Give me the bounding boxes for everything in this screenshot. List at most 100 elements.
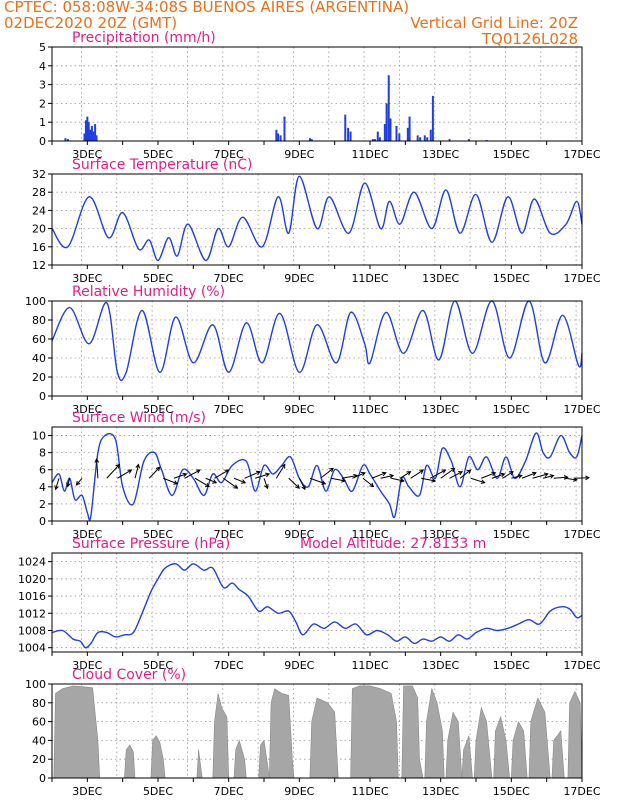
wind-arrow-head bbox=[182, 472, 188, 478]
wind-arrow bbox=[410, 469, 424, 479]
grid-note: Vertical Grid Line: 20Z bbox=[410, 14, 578, 32]
precip-bar bbox=[389, 118, 392, 141]
temperature-ytick-label: 16 bbox=[32, 241, 46, 254]
temperature-xtick-label: 11DEC bbox=[351, 272, 388, 285]
wind-arrow bbox=[481, 472, 496, 479]
wind-arrow bbox=[341, 475, 358, 479]
temperature-xtick-label: 13DEC bbox=[422, 272, 459, 285]
humidity-ytick-label: 80 bbox=[32, 314, 46, 327]
wind-ytick-label: 0 bbox=[39, 515, 46, 528]
pressure-panel: Surface Pressure (hPa) Model Altitude: 27… bbox=[18, 536, 601, 672]
humidity-xtick-label: 11DEC bbox=[351, 403, 388, 416]
precipitation-panel: Precipitation (mm/h) 0 1 2 3 4 5 3DEC 5DEC 7DEC 9D… bbox=[39, 30, 601, 161]
wind-arrow-head bbox=[75, 480, 81, 486]
precip-bar bbox=[310, 139, 313, 141]
precip-bar bbox=[448, 139, 451, 141]
wind-arrow-head bbox=[301, 485, 306, 491]
cloud-xtick-label: 17DEC bbox=[563, 785, 600, 798]
wind-arrow-head bbox=[155, 466, 161, 472]
wind-arrow bbox=[491, 473, 505, 479]
wind-xtick-label: 15DEC bbox=[493, 528, 530, 541]
precip-bar bbox=[378, 137, 381, 141]
wind-arrow-head bbox=[381, 471, 387, 477]
wind-arrow bbox=[320, 467, 334, 479]
humidity-xtick-label: 7DEC bbox=[214, 403, 244, 416]
pressure-xtick-label: 3DEC bbox=[72, 659, 102, 672]
wind-arrow-head bbox=[508, 471, 514, 476]
humidity-title: Relative Humidity (%) bbox=[72, 284, 225, 300]
pressure-xtick-label: 13DEC bbox=[422, 659, 459, 672]
wind-arrow-head bbox=[241, 479, 247, 484]
wind-ytick-label: 2 bbox=[39, 498, 46, 511]
precip-bar bbox=[423, 135, 426, 141]
wind-arrow bbox=[134, 464, 140, 479]
wind-arrow-head bbox=[573, 477, 578, 482]
wind-arrow bbox=[564, 477, 577, 481]
wind-arrow-head bbox=[341, 478, 347, 483]
wind-arrow bbox=[532, 473, 549, 479]
wind-arrow-head bbox=[281, 463, 286, 469]
wind-arrow-head bbox=[233, 484, 239, 489]
wind-arrow-head bbox=[458, 471, 464, 476]
precip-bar bbox=[376, 131, 379, 141]
humidity-ytick-label: 20 bbox=[32, 371, 46, 384]
wind-arrow-head bbox=[329, 467, 334, 473]
precip-bar bbox=[467, 139, 470, 141]
temperature-ytick-label: 24 bbox=[32, 204, 46, 217]
precip-bar bbox=[64, 138, 67, 141]
wind-arrow bbox=[470, 477, 485, 484]
precipitation-xtick-label: 3DEC bbox=[72, 148, 102, 161]
wind-arrow-head bbox=[466, 469, 472, 474]
humidity-ytick-label: 0 bbox=[39, 390, 46, 403]
wind-xtick-label: 5DEC bbox=[143, 528, 173, 541]
wind-arrow bbox=[380, 475, 394, 479]
cloud-cover-area bbox=[445, 711, 463, 779]
precip-bar bbox=[279, 135, 282, 141]
cloud-xtick-label: 9DEC bbox=[284, 785, 314, 798]
temperature-title: Surface Temperature (nC) bbox=[72, 157, 253, 173]
precip-bar bbox=[86, 116, 89, 141]
cloud-ytick-label: 80 bbox=[32, 697, 46, 710]
wind-arrow bbox=[429, 469, 446, 479]
wind-arrow-head bbox=[543, 472, 549, 478]
wind-arrow bbox=[440, 467, 455, 479]
precipitation-xtick-label: 11DEC bbox=[351, 148, 388, 161]
cloud-xtick-label: 11DEC bbox=[351, 785, 388, 798]
precipitation-title: Precipitation (mm/h) bbox=[72, 30, 216, 46]
temperature-xtick-label: 3DEC bbox=[72, 272, 102, 285]
precip-bar bbox=[90, 125, 93, 141]
wind-arrow bbox=[459, 469, 471, 479]
wind-arrow bbox=[55, 478, 60, 490]
wind-arrow bbox=[255, 473, 270, 479]
wind-arrow bbox=[96, 458, 99, 479]
precip-bar bbox=[89, 129, 92, 141]
wind-arrow bbox=[511, 475, 522, 479]
precipitation-frame bbox=[51, 46, 583, 142]
wind-arrow-head bbox=[450, 467, 456, 473]
wind-arrow bbox=[352, 472, 366, 479]
wind-xtick-label: 7DEC bbox=[214, 528, 244, 541]
temperature-series-line bbox=[51, 175, 583, 262]
wind-arrow-head bbox=[54, 485, 59, 491]
cloud-cover-area bbox=[551, 730, 565, 779]
wind-arrow bbox=[173, 473, 187, 479]
cloud-title: Cloud Cover (%) bbox=[72, 667, 186, 683]
wind-arrow-head bbox=[224, 469, 230, 474]
precip-bar bbox=[66, 139, 69, 141]
wind-arrow bbox=[76, 477, 83, 486]
cloud-xtick-label: 3DEC bbox=[72, 785, 102, 798]
precip-bar bbox=[398, 133, 401, 141]
precipitation-xtick-label: 17DEC bbox=[563, 148, 600, 161]
wind-arrow-head bbox=[441, 469, 447, 474]
temperature-xtick-label: 17DEC bbox=[563, 272, 600, 285]
cloud-cover-area bbox=[150, 735, 166, 779]
wind-arrow-head bbox=[212, 479, 218, 484]
precip-bar bbox=[87, 122, 90, 141]
wind-xtick-label: 9DEC bbox=[284, 528, 314, 541]
precipitation-xtick-label: 13DEC bbox=[422, 148, 459, 161]
wind-arrow-head bbox=[549, 474, 555, 479]
pressure-ytick-label: 1012 bbox=[18, 607, 46, 620]
cloud-cover-area bbox=[212, 693, 230, 779]
cloud-cover-area bbox=[424, 687, 445, 779]
